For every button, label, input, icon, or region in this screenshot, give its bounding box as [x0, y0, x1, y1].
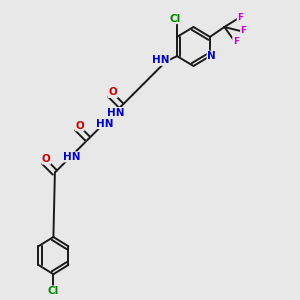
Text: F: F	[233, 37, 239, 46]
Text: HN: HN	[107, 107, 124, 118]
Text: HN: HN	[152, 55, 170, 65]
Text: F: F	[241, 26, 247, 35]
Text: O: O	[109, 88, 117, 98]
Text: Cl: Cl	[48, 286, 59, 296]
Text: O: O	[42, 154, 51, 164]
Text: HN: HN	[63, 152, 80, 162]
Text: O: O	[75, 121, 84, 131]
Text: Cl: Cl	[170, 14, 181, 24]
Text: HN: HN	[96, 118, 113, 129]
Text: F: F	[237, 13, 243, 22]
Text: N: N	[207, 51, 216, 61]
